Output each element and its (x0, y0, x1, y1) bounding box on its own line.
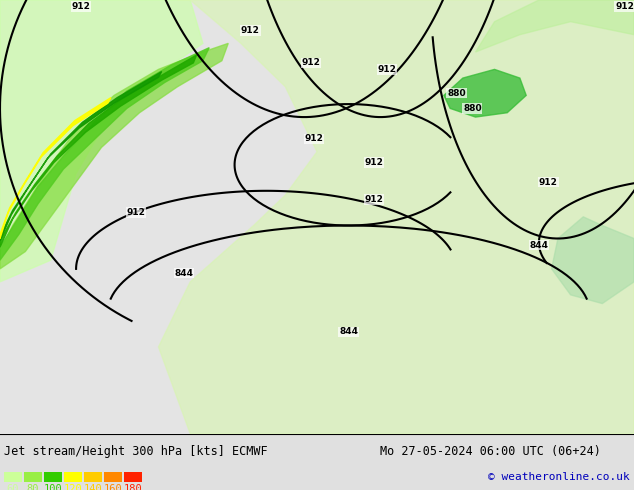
Polygon shape (552, 217, 634, 304)
Text: 912: 912 (377, 65, 396, 74)
Text: 912: 912 (365, 158, 384, 167)
FancyBboxPatch shape (124, 472, 142, 482)
FancyBboxPatch shape (104, 472, 122, 482)
Text: 844: 844 (339, 327, 358, 336)
Text: 160: 160 (103, 484, 122, 490)
Text: 60: 60 (7, 484, 19, 490)
FancyBboxPatch shape (24, 472, 42, 482)
Polygon shape (0, 98, 111, 239)
Polygon shape (0, 0, 203, 282)
Text: 912: 912 (539, 178, 558, 187)
FancyBboxPatch shape (4, 472, 22, 482)
Polygon shape (0, 72, 162, 241)
Polygon shape (158, 0, 634, 434)
Text: 80: 80 (27, 484, 39, 490)
Text: 912: 912 (615, 2, 634, 11)
Text: 880: 880 (463, 104, 482, 113)
Text: 912: 912 (127, 208, 146, 217)
Text: 912: 912 (301, 58, 320, 68)
Text: Jet stream/Height 300 hPa [kts] ECMWF: Jet stream/Height 300 hPa [kts] ECMWF (4, 444, 268, 458)
FancyBboxPatch shape (44, 472, 62, 482)
Text: 844: 844 (529, 241, 548, 249)
Polygon shape (0, 55, 197, 247)
Text: 912: 912 (304, 134, 323, 143)
Polygon shape (0, 48, 209, 260)
Polygon shape (0, 44, 228, 269)
Text: 912: 912 (241, 26, 260, 35)
FancyBboxPatch shape (84, 472, 102, 482)
Text: Mo 27-05-2024 06:00 UTC (06+24): Mo 27-05-2024 06:00 UTC (06+24) (380, 444, 601, 458)
Text: 912: 912 (72, 2, 91, 11)
Text: © weatheronline.co.uk: © weatheronline.co.uk (488, 472, 630, 482)
Text: 880: 880 (447, 89, 466, 98)
Text: 100: 100 (44, 484, 62, 490)
FancyBboxPatch shape (0, 0, 634, 434)
Polygon shape (476, 0, 634, 52)
Text: 912: 912 (365, 195, 384, 204)
Text: 180: 180 (124, 484, 143, 490)
Text: 140: 140 (84, 484, 102, 490)
FancyBboxPatch shape (64, 472, 82, 482)
Text: 120: 120 (63, 484, 82, 490)
Text: 844: 844 (174, 269, 193, 278)
Polygon shape (444, 70, 526, 117)
